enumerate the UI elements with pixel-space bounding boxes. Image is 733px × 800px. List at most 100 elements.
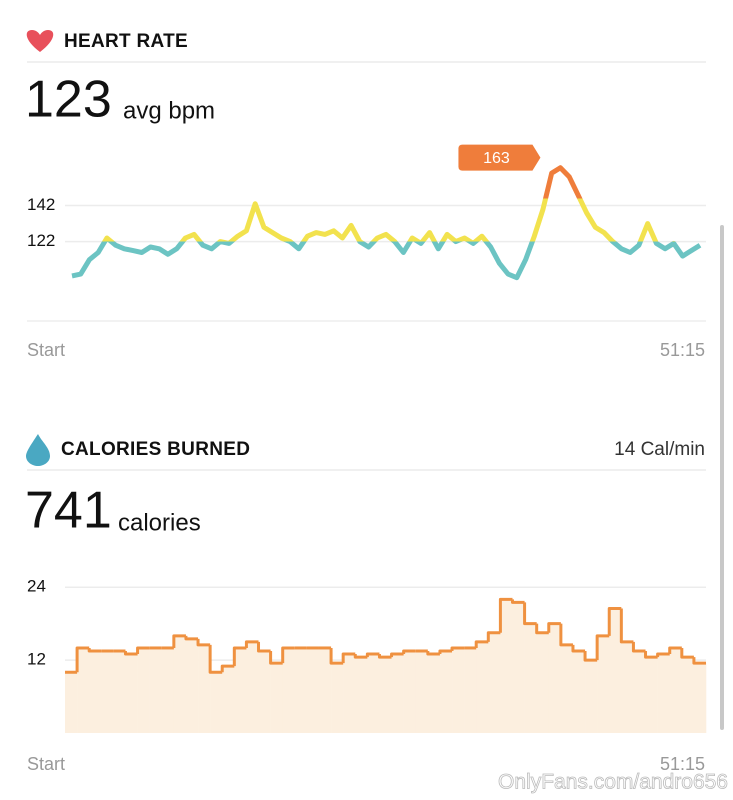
step-line bbox=[619, 608, 634, 644]
area-step bbox=[681, 657, 695, 733]
step-line bbox=[644, 651, 658, 659]
step-line bbox=[402, 649, 416, 655]
step-line bbox=[668, 646, 682, 655]
heart-rate-line bbox=[71, 165, 702, 281]
area-step bbox=[234, 647, 247, 733]
step-line bbox=[656, 652, 670, 658]
area-step bbox=[476, 641, 489, 733]
area-step bbox=[137, 647, 150, 733]
area-step bbox=[500, 599, 513, 733]
area-step bbox=[306, 647, 320, 733]
peak-bubble bbox=[458, 144, 541, 171]
step-line bbox=[87, 647, 102, 653]
area-step bbox=[343, 654, 356, 733]
step-line bbox=[136, 646, 150, 655]
area-step bbox=[379, 657, 392, 733]
step-line bbox=[123, 651, 138, 656]
step-line bbox=[547, 622, 561, 633]
area-step bbox=[633, 651, 646, 733]
step-line bbox=[535, 623, 549, 635]
area-step bbox=[403, 651, 417, 733]
step-line bbox=[426, 651, 440, 656]
step-line bbox=[390, 652, 404, 658]
area-step bbox=[645, 657, 658, 733]
area-step bbox=[270, 663, 283, 733]
step-line bbox=[607, 606, 622, 636]
area-step bbox=[282, 647, 296, 733]
step-line bbox=[583, 651, 598, 662]
area-step bbox=[621, 641, 634, 733]
area-step bbox=[693, 663, 707, 733]
step-line bbox=[75, 646, 90, 673]
step-line bbox=[680, 647, 694, 659]
y-tick-label: 122 bbox=[27, 231, 55, 250]
area-step bbox=[331, 663, 344, 733]
area-step bbox=[367, 654, 380, 733]
step-line bbox=[172, 634, 186, 648]
area-step bbox=[512, 602, 525, 733]
x-label: Start bbox=[27, 754, 65, 774]
step-line bbox=[692, 657, 706, 665]
step-line bbox=[196, 638, 211, 647]
area-step bbox=[65, 672, 78, 733]
area-step bbox=[560, 644, 574, 733]
area-step bbox=[149, 647, 163, 733]
area-step bbox=[452, 647, 465, 733]
area-step bbox=[524, 623, 537, 733]
area-step bbox=[669, 647, 683, 733]
step-line bbox=[474, 640, 489, 648]
step-line bbox=[523, 602, 537, 626]
step-line bbox=[438, 649, 453, 655]
area-step bbox=[572, 651, 586, 733]
area-step bbox=[77, 647, 90, 733]
area-step bbox=[210, 672, 223, 733]
summary-unit: avg bpm bbox=[123, 97, 215, 124]
y-tick-label: 12 bbox=[27, 650, 46, 669]
summary-value: 741 bbox=[25, 482, 112, 540]
area-step bbox=[439, 651, 453, 733]
drop-icon bbox=[26, 434, 50, 466]
y-tick-label: 24 bbox=[27, 577, 46, 596]
x-label: 51:15 bbox=[660, 754, 705, 774]
area-step bbox=[355, 657, 368, 733]
area-step bbox=[101, 651, 114, 733]
area-step bbox=[294, 647, 308, 733]
step-line bbox=[257, 641, 271, 653]
step-line bbox=[498, 597, 513, 633]
heart-icon bbox=[26, 30, 54, 52]
section-title: HEART RATE bbox=[64, 31, 188, 52]
area-step bbox=[246, 641, 259, 733]
step-line bbox=[450, 646, 465, 651]
watermark: OnlyFans.com/andro656 bbox=[498, 771, 728, 794]
area-step bbox=[258, 651, 271, 733]
area-step bbox=[597, 635, 610, 733]
scrollbar[interactable] bbox=[720, 225, 724, 730]
area-step bbox=[585, 660, 598, 733]
summary-unit: calories bbox=[118, 509, 201, 536]
step-line bbox=[365, 652, 380, 658]
step-line bbox=[631, 641, 646, 653]
step-line bbox=[486, 631, 501, 642]
summary-value: 123 bbox=[25, 71, 112, 129]
peak-label: 163 bbox=[483, 150, 510, 167]
area-step bbox=[173, 635, 187, 733]
area-step bbox=[536, 632, 550, 733]
step-line bbox=[232, 646, 247, 667]
step-line bbox=[595, 634, 610, 661]
rate: 14 Cal/min bbox=[614, 439, 705, 460]
area-step bbox=[391, 654, 404, 733]
area-step bbox=[427, 654, 441, 733]
step-line bbox=[510, 599, 525, 604]
area-step bbox=[488, 632, 501, 733]
area-step bbox=[415, 651, 429, 733]
section-title: CALORIES BURNED bbox=[61, 439, 250, 460]
area-step bbox=[125, 654, 138, 733]
step-line bbox=[377, 654, 392, 659]
x-label: Start bbox=[27, 340, 65, 360]
step-line bbox=[184, 635, 199, 641]
step-line bbox=[329, 647, 344, 665]
area-step bbox=[161, 647, 175, 733]
area-step bbox=[657, 654, 671, 733]
